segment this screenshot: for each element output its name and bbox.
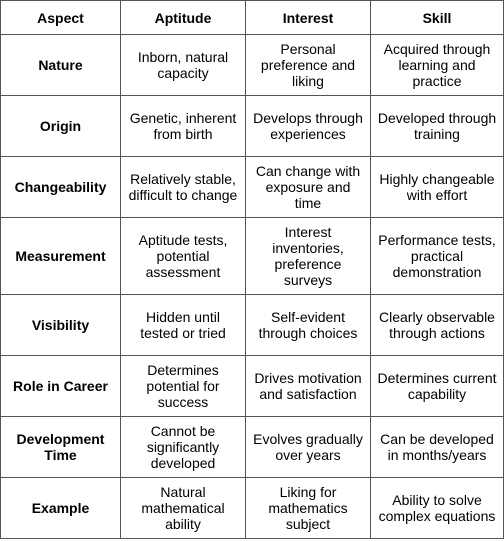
row-label: Role in Career [0,355,121,417]
table-row: Visibility Hidden until tested or tried Se… [0,294,504,356]
table-cell: Self-evident through choices [245,294,371,356]
table-cell: Aptitude tests, potential assessment [120,217,246,295]
table-cell: Drives motivation and satisfaction [245,355,371,417]
table-cell: Determines potential for success [120,355,246,417]
table-cell: Develops through experiences [245,95,371,157]
table-row: Origin Genetic, inherent from birth Develo… [0,95,504,157]
row-label: Nature [0,34,121,96]
table-cell: Developed through training [370,95,504,157]
table-cell: Personal preference and liking [245,34,371,96]
row-label: Example [0,477,121,539]
table-cell: Clearly observable through actions [370,294,504,356]
row-label: Visibility [0,294,121,356]
table-cell: Acquired through learning and practice [370,34,504,96]
table-cell: Relatively stable, difficult to change [120,156,246,218]
table-cell: Genetic, inherent from birth [120,95,246,157]
table-cell: Can be developed in months/years [370,416,504,478]
header-row: Aspect Aptitude Interest Skill [0,0,504,35]
table-cell: Liking for mathematics subject [245,477,371,539]
table-row: Example Natural mathematical ability Likin… [0,477,504,539]
table-cell: Cannot be significantly developed [120,416,246,478]
row-label: Origin [0,95,121,157]
header-cell: Aptitude [120,0,246,35]
table-row: Changeability Relatively stable, difficul… [0,156,504,218]
table-cell: Natural mathematical ability [120,477,246,539]
table-cell: Ability to solve complex equations [370,477,504,539]
table-row: Role in Career Determines potential for s… [0,355,504,417]
header-cell: Interest [245,0,371,35]
header-cell: Aspect [0,0,121,35]
row-label: Measurement [0,217,121,295]
table-cell: Determines current capability [370,355,504,417]
table-cell: Evolves gradually over years [245,416,371,478]
table-cell: Can change with exposure and time [245,156,371,218]
row-label: Development Time [0,416,121,478]
table-row: Nature Inborn, natural capacity Personal p… [0,34,504,96]
row-label: Changeability [0,156,121,218]
table-cell: Interest inventories, preference surveys [245,217,371,295]
table-cell: Performance tests, practical demonstrati… [370,217,504,295]
table-header: Aspect Aptitude Interest Skill [0,0,504,35]
table-cell: Inborn, natural capacity [120,34,246,96]
header-cell: Skill [370,0,504,35]
table-body: Nature Inborn, natural capacity Personal p… [0,34,504,539]
table-cell: Highly changeable with effort [370,156,504,218]
table-row: Measurement Aptitude tests, potential ass… [0,217,504,295]
table-row: Development Time Cannot be significantly … [0,416,504,478]
table-cell: Hidden until tested or tried [120,294,246,356]
